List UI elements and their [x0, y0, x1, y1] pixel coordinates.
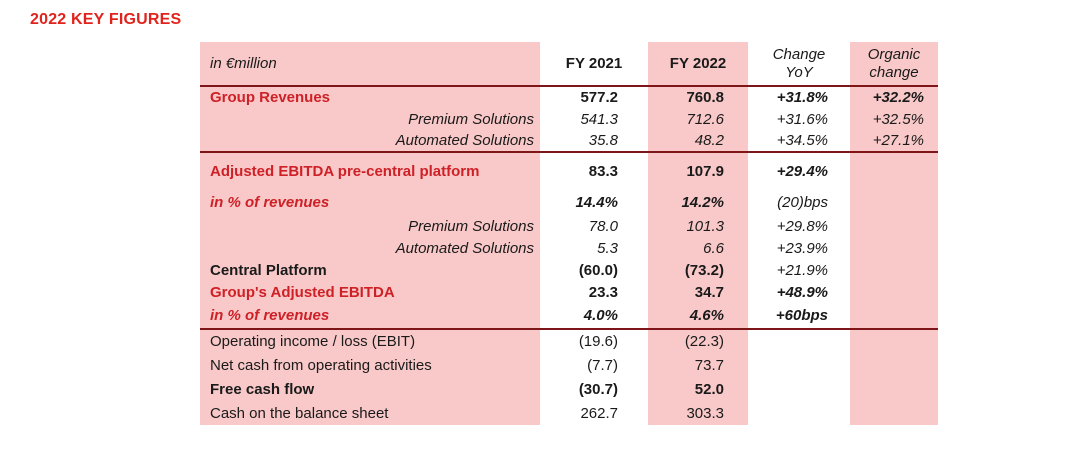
- change-yoy-value: +23.9%: [776, 239, 828, 257]
- change-yoy-value: +48.9%: [776, 283, 828, 301]
- row-label: Adjusted EBITDA pre-central platform: [200, 151, 540, 189]
- table-row: Premium Solutions 541.3 712.6 +31.6% +32…: [200, 108, 938, 130]
- change-yoy-value: [748, 401, 850, 425]
- change-yoy-value: +34.5%: [776, 132, 828, 149]
- fy2022-value: 760.8: [686, 89, 724, 106]
- row-label: in % of revenues: [210, 307, 330, 324]
- organic-change-value: [850, 401, 938, 425]
- fy2021-value: (60.0): [578, 261, 618, 279]
- organic-change-value: +32.5%: [872, 110, 924, 128]
- organic-change-value: [850, 353, 938, 377]
- organic-change-value: +32.2%: [872, 89, 924, 106]
- fy2022-value: 303.3: [686, 404, 724, 422]
- organic-change-value: [850, 303, 938, 329]
- table-row: Group Revenues 577.2 760.8 +31.8% +32.2%: [200, 86, 938, 108]
- fy2022-value: 107.9: [648, 151, 748, 189]
- fy2021-value: 4.0%: [583, 307, 618, 324]
- table-body: Group Revenues 577.2 760.8 +31.8% +32.2%…: [200, 86, 938, 425]
- row-label: Premium Solutions: [408, 217, 534, 235]
- change-yoy-value: +29.4%: [748, 151, 850, 189]
- table-row: Adjusted EBITDA pre-central platform 83.…: [200, 151, 938, 189]
- change-yoy-value: +60bps: [775, 307, 828, 324]
- fy2021-value: (30.7): [578, 380, 618, 398]
- row-label: Group's Adjusted EBITDA: [210, 283, 395, 301]
- change-yoy-value: +31.8%: [776, 89, 828, 106]
- table-row: in % of revenues 4.0% 4.6% +60bps: [200, 303, 938, 329]
- unit-label-header: in €million: [200, 42, 540, 87]
- organic-change-value: [850, 189, 938, 215]
- fy2021-value: 35.8: [588, 132, 618, 149]
- fy2021-value: 14.4%: [575, 193, 618, 211]
- fy2021-value: 262.7: [580, 404, 618, 422]
- fy2022-value: (73.2): [684, 261, 724, 279]
- organic-change-value: [850, 281, 938, 303]
- change-yoy-value: [748, 353, 850, 377]
- table-row: Central Platform (60.0) (73.2) +21.9%: [200, 259, 938, 281]
- fy2021-value: 5.3: [597, 239, 618, 257]
- fy2022-column-header: FY 2022: [648, 42, 748, 87]
- organic-change-value: +27.1%: [872, 132, 924, 149]
- fy2022-value: 712.6: [686, 110, 724, 128]
- change-yoy-value: +29.8%: [776, 217, 828, 235]
- fy2021-value: 83.3: [540, 151, 648, 189]
- fy2021-column-header: FY 2021: [540, 42, 648, 87]
- row-label: Automated Solutions: [395, 239, 534, 257]
- fy2021-value: 541.3: [580, 110, 618, 128]
- fy2021-value: 23.3: [588, 283, 618, 301]
- organic-change-value: [850, 328, 938, 353]
- row-label: Net cash from operating activities: [210, 356, 432, 374]
- fy2022-value: 14.2%: [681, 193, 724, 211]
- fy2022-value: 6.6: [703, 239, 724, 257]
- change-yoy-value: (20)bps: [777, 193, 828, 211]
- row-label: Cash on the balance sheet: [210, 404, 389, 422]
- row-label: Automated Solutions: [395, 132, 534, 149]
- row-label: Premium Solutions: [408, 110, 534, 128]
- table-row: Premium Solutions 78.0 101.3 +29.8%: [200, 215, 938, 237]
- change-yoy-column-header: Change YoY: [748, 42, 850, 87]
- table-header-row: in €million FY 2021 FY 2022 Change YoY O…: [200, 42, 938, 87]
- fy2022-value: 4.6%: [689, 307, 724, 324]
- row-label: in % of revenues: [210, 193, 330, 211]
- page-title: 2022 KEY FIGURES: [30, 11, 182, 28]
- key-figures-table: in €million FY 2021 FY 2022 Change YoY O…: [200, 42, 938, 425]
- organic-change-value: [850, 259, 938, 281]
- row-label: Central Platform: [210, 261, 327, 279]
- table-row: Automated Solutions 35.8 48.2 +34.5% +27…: [200, 130, 938, 152]
- fy2021-value: 78.0: [588, 217, 618, 235]
- fy2022-value: 101.3: [686, 217, 724, 235]
- table-row: Free cash flow (30.7) 52.0: [200, 377, 938, 401]
- organic-change-column-header: Organic change: [850, 42, 938, 87]
- table-row: Net cash from operating activities (7.7)…: [200, 353, 938, 377]
- fy2021-value: (19.6): [540, 328, 648, 353]
- organic-change-value: [850, 377, 938, 401]
- fy2021-value: (7.7): [587, 356, 618, 374]
- table-row: Group's Adjusted EBITDA 23.3 34.7 +48.9%: [200, 281, 938, 303]
- change-yoy-value: [748, 328, 850, 353]
- fy2022-value: 48.2: [694, 132, 724, 149]
- table-row: Cash on the balance sheet 262.7 303.3: [200, 401, 938, 425]
- row-label: Free cash flow: [210, 380, 315, 398]
- fy2022-value: (22.3): [648, 328, 748, 353]
- row-label: Operating income / loss (EBIT): [200, 328, 540, 353]
- fy2022-value: 73.7: [694, 356, 724, 374]
- change-yoy-value: +21.9%: [776, 261, 828, 279]
- table-row: Automated Solutions 5.3 6.6 +23.9%: [200, 237, 938, 259]
- change-yoy-value: +31.6%: [776, 110, 828, 128]
- organic-change-value: [850, 215, 938, 237]
- row-label: Group Revenues: [210, 89, 331, 106]
- table-row: Operating income / loss (EBIT) (19.6) (2…: [200, 328, 938, 353]
- fy2022-value: 34.7: [694, 283, 724, 301]
- change-yoy-value: [748, 377, 850, 401]
- fy2021-value: 577.2: [580, 89, 618, 106]
- organic-change-value: [850, 237, 938, 259]
- table-row: in % of revenues 14.4% 14.2% (20)bps: [200, 189, 938, 215]
- organic-change-value: [850, 151, 938, 189]
- key-figures-table-grid: in €million FY 2021 FY 2022 Change YoY O…: [200, 42, 938, 425]
- fy2022-value: 52.0: [694, 380, 724, 398]
